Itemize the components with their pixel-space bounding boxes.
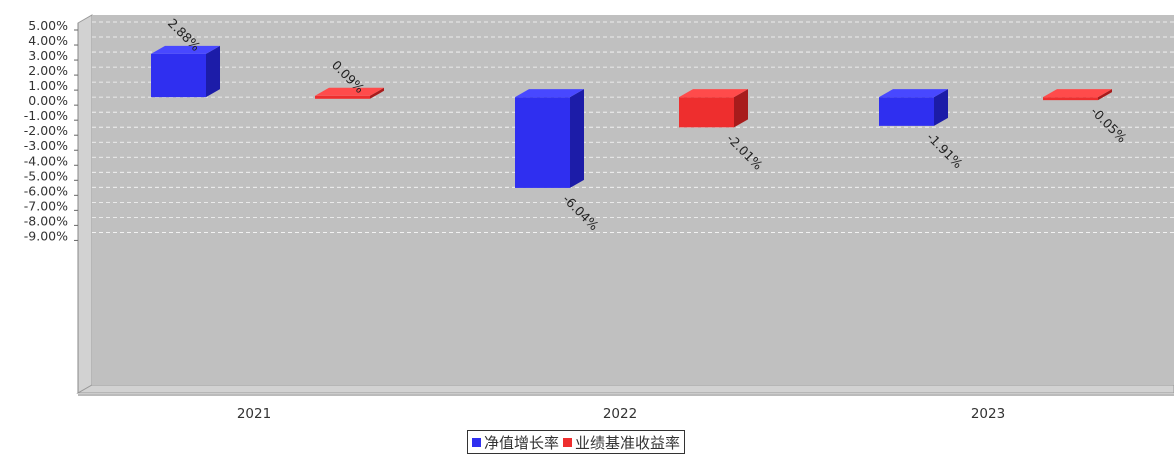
bar-top bbox=[151, 45, 220, 54]
legend-label-series-1: 净值增长率 bbox=[484, 434, 560, 452]
bar-front bbox=[315, 95, 370, 99]
bar-top bbox=[679, 89, 748, 98]
bar-front bbox=[151, 53, 206, 98]
bar-series-1-2021 bbox=[151, 45, 220, 98]
y-tick-label: -5.00% bbox=[24, 168, 68, 183]
gridlines bbox=[92, 21, 1174, 233]
bar-side bbox=[934, 89, 948, 126]
bar-series-2-2021 bbox=[315, 87, 384, 99]
legend: 净值增长率 业绩基准收益率 bbox=[467, 430, 686, 454]
bar-front bbox=[1043, 97, 1098, 101]
y-tick-label: 5.00% bbox=[28, 18, 68, 33]
legend-label-series-2: 业绩基准收益率 bbox=[575, 434, 681, 452]
y-tick-label: 1.00% bbox=[28, 78, 68, 93]
y-tick-label: -8.00% bbox=[24, 213, 68, 228]
bar-front bbox=[679, 97, 734, 128]
x-axis: 2021 2022 2023 bbox=[237, 406, 1005, 422]
bar-front bbox=[515, 97, 570, 188]
bar-side bbox=[370, 87, 384, 99]
y-tick-label: -7.00% bbox=[24, 198, 68, 213]
y-tick-label: 4.00% bbox=[28, 33, 68, 48]
plot-floor bbox=[76, 384, 1174, 394]
legend-swatch-series-2 bbox=[563, 438, 573, 447]
bar-top bbox=[1043, 89, 1112, 98]
y-tick-label: -6.00% bbox=[24, 183, 68, 198]
bar-side bbox=[570, 89, 584, 188]
y-tick-label: 0.00% bbox=[28, 93, 68, 108]
y-tick-label: -9.00% bbox=[24, 228, 68, 243]
legend-item-series-2: 业绩基准收益率 bbox=[563, 432, 680, 453]
bar-series-2-2022 bbox=[679, 89, 748, 128]
bar-series-1-2022 bbox=[515, 89, 584, 188]
x-tick-label: 2021 bbox=[237, 406, 271, 422]
bar-side bbox=[734, 89, 748, 128]
bar-top bbox=[315, 87, 384, 96]
bar-top bbox=[515, 89, 584, 98]
legend-item-series-1: 净值增长率 bbox=[472, 432, 559, 453]
y-tick-label: -4.00% bbox=[24, 153, 68, 168]
x-tick-label: 2022 bbox=[603, 406, 637, 422]
x-tick-label: 2023 bbox=[971, 406, 1005, 422]
bar-series-2-2023 bbox=[1043, 89, 1112, 101]
bar-side bbox=[206, 45, 220, 98]
y-axis: 5.00%4.00%3.00%2.00%1.00%0.00%-1.00%-2.0… bbox=[24, 18, 78, 243]
plot-back-wall bbox=[92, 15, 1174, 385]
y-tick-label: -3.00% bbox=[24, 138, 68, 153]
bar-side bbox=[1098, 89, 1112, 101]
legend-swatch-series-1 bbox=[472, 438, 481, 447]
y-tick-label: 3.00% bbox=[28, 48, 68, 63]
bar-front bbox=[879, 97, 934, 126]
plot-left-wall bbox=[77, 14, 93, 394]
plot-area bbox=[76, 14, 1174, 396]
bars bbox=[151, 45, 1112, 188]
y-tick-label: -2.00% bbox=[24, 123, 68, 138]
y-tick-label: -1.00% bbox=[24, 108, 68, 123]
bar-top bbox=[879, 89, 948, 98]
bar-series-1-2023 bbox=[879, 89, 948, 126]
y-tick-label: 2.00% bbox=[28, 63, 68, 78]
